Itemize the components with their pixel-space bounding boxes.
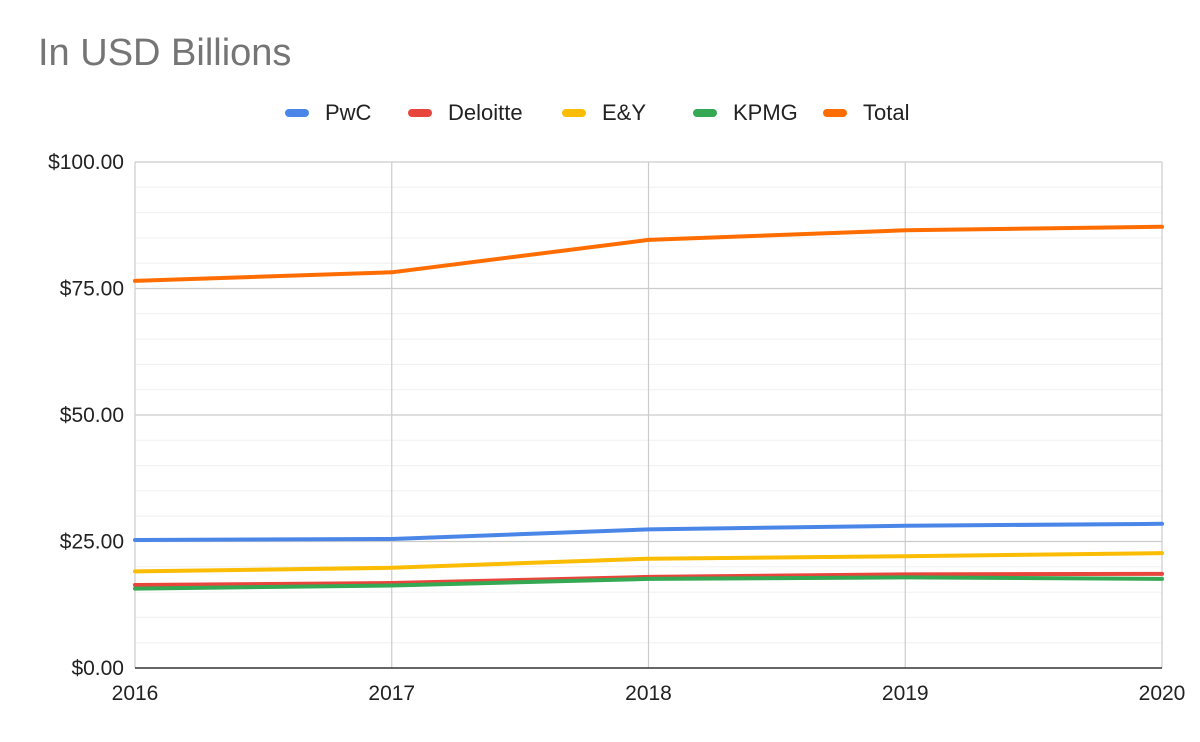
x-tick-label: 2017: [368, 682, 415, 705]
series-line-pwc: [133, 521, 1164, 542]
y-tick-label: $25.00: [60, 531, 124, 554]
legend-label: Total: [863, 100, 910, 125]
series-line-kpmg: [133, 575, 1164, 591]
legend-swatch: [693, 109, 717, 117]
y-tick-label: $50.00: [60, 404, 124, 427]
legend-label: Deloitte: [448, 100, 523, 125]
y-tick-label: $75.00: [60, 278, 124, 301]
legend-swatch: [562, 109, 586, 117]
legend-label: PwC: [325, 100, 372, 125]
legend-label: KPMG: [733, 100, 798, 125]
x-tick-label: 2020: [1139, 682, 1186, 705]
y-tick-label: $0.00: [71, 657, 124, 680]
legend: PwC Deloitte E&Y KPMG Total: [0, 98, 1200, 128]
legend-item-kpmg: KPMG: [693, 98, 798, 128]
legend-item-pwc: PwC: [285, 98, 371, 128]
series-line-e-y: [133, 551, 1164, 574]
series-line-total: [133, 224, 1164, 283]
legend-swatch: [408, 109, 432, 117]
x-tick-label: 2019: [882, 682, 929, 705]
legend-item-deloitte: Deloitte: [408, 98, 523, 128]
legend-item-e-y: E&Y: [562, 98, 646, 128]
legend-swatch: [285, 109, 309, 117]
x-tick-label: 2016: [112, 682, 159, 705]
legend-item-total: Total: [823, 98, 909, 128]
x-tick-label: 2018: [625, 682, 672, 705]
legend-swatch: [823, 109, 847, 117]
legend-label: E&Y: [602, 100, 647, 125]
chart-title: In USD Billions: [38, 32, 292, 74]
y-tick-label: $100.00: [48, 151, 124, 174]
series-line-deloitte: [133, 571, 1164, 587]
